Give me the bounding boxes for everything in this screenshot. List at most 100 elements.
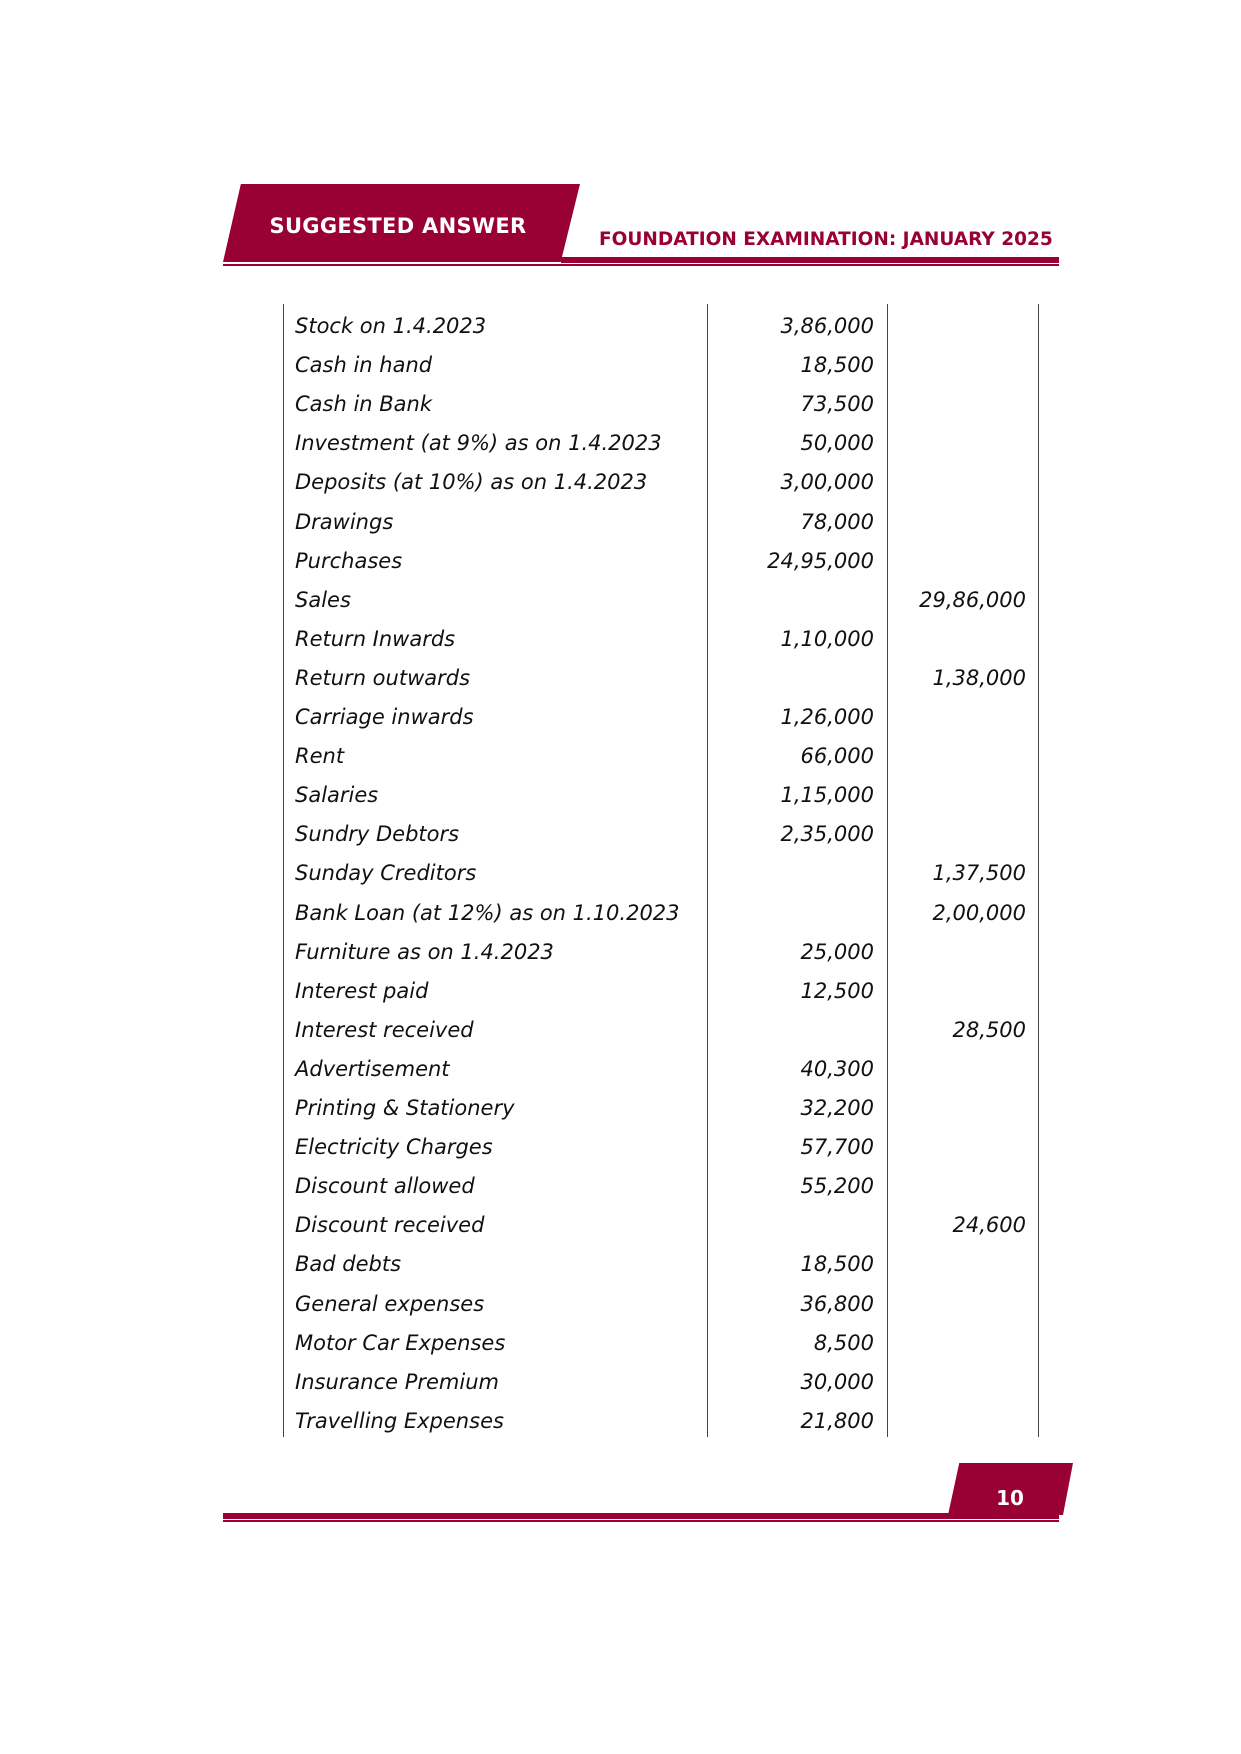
table-border-left bbox=[283, 304, 284, 1437]
particular-cell: Printing & Stationery bbox=[295, 1096, 515, 1120]
header-rule-thick bbox=[561, 257, 1059, 263]
exam-title: FOUNDATION EXAMINATION: JANUARY 2025 bbox=[599, 229, 1053, 250]
debit-cell: 21,800 bbox=[800, 1408, 874, 1433]
particular-cell: Cash in Bank bbox=[295, 392, 433, 417]
debit-cell: 40,300 bbox=[800, 1056, 874, 1081]
table-row: Insurance Premium 30,000 bbox=[283, 1364, 1038, 1403]
table-row: Advertisement 40,300 bbox=[283, 1051, 1038, 1090]
debit-cell: 50,000 bbox=[800, 431, 874, 456]
credit-cell: 1,37,500 bbox=[932, 861, 1026, 886]
debit-cell: 3,00,000 bbox=[780, 470, 874, 495]
table-row: Discount received 24,600 bbox=[283, 1207, 1038, 1246]
table-row: Travelling Expenses 21,800 bbox=[283, 1403, 1038, 1442]
page-number: 10 bbox=[996, 1486, 1024, 1510]
particular-cell: Stock on 1.4.2023 bbox=[295, 314, 487, 338]
debit-cell: 1,26,000 bbox=[780, 705, 874, 729]
table-row: Rent 66,000 bbox=[283, 738, 1038, 777]
header-rule-thin bbox=[223, 264, 1059, 266]
particular-cell: Interest paid bbox=[295, 978, 429, 1003]
table-row: Interest received 28,500 bbox=[283, 1012, 1038, 1051]
particular-cell: Rent bbox=[295, 744, 345, 769]
credit-cell: 28,500 bbox=[952, 1017, 1026, 1042]
header-banner bbox=[223, 184, 580, 262]
credit-cell: 1,38,000 bbox=[932, 665, 1026, 690]
particular-cell: Sundry Debtors bbox=[295, 822, 460, 847]
table-row: Investment (at 9%) as on 1.4.2023 50,000 bbox=[283, 425, 1038, 464]
table-row: Motor Car Expenses 8,500 bbox=[283, 1325, 1038, 1364]
particular-cell: Return outwards bbox=[295, 665, 471, 690]
table-row: General expenses 36,800 bbox=[283, 1286, 1038, 1325]
table-row: Salaries 1,15,000 bbox=[283, 777, 1038, 816]
debit-cell: 18,500 bbox=[800, 1252, 874, 1277]
table-row: Return Inwards 1,10,000 bbox=[283, 621, 1038, 660]
table-row: Furniture as on 1.4.2023 25,000 bbox=[283, 934, 1038, 973]
debit-cell: 78,000 bbox=[800, 509, 874, 534]
particular-cell: Interest received bbox=[295, 1017, 474, 1042]
particular-cell: Sales bbox=[295, 587, 351, 612]
particular-cell: Bad debts bbox=[295, 1252, 402, 1277]
footer-rule-thick bbox=[223, 1513, 1059, 1519]
debit-cell: 36,800 bbox=[800, 1291, 874, 1316]
particular-cell: Investment (at 9%) as on 1.4.2023 bbox=[295, 431, 662, 456]
table-row: Deposits (at 10%) as on 1.4.2023 3,00,000 bbox=[283, 464, 1038, 503]
table-row: Sunday Creditors 1,37,500 bbox=[283, 855, 1038, 894]
particular-cell: Cash in hand bbox=[295, 353, 433, 378]
page-number-tab bbox=[948, 1463, 1073, 1515]
particular-cell: Salaries bbox=[295, 783, 379, 808]
table-row: Printing & Stationery 32,200 bbox=[283, 1090, 1038, 1129]
footer-rule-thin bbox=[223, 1520, 1059, 1522]
table-row: Purchases 24,95,000 bbox=[283, 543, 1038, 582]
particular-cell: Discount received bbox=[295, 1213, 485, 1238]
particular-cell: Advertisement bbox=[295, 1056, 450, 1081]
particular-cell: Carriage inwards bbox=[295, 705, 474, 729]
table-row: Interest paid 12,500 bbox=[283, 973, 1038, 1012]
debit-cell: 12,500 bbox=[800, 978, 874, 1003]
particular-cell: General expenses bbox=[295, 1291, 485, 1316]
particular-cell: Return Inwards bbox=[295, 626, 456, 651]
particular-cell: Purchases bbox=[295, 548, 403, 573]
debit-cell: 66,000 bbox=[800, 744, 874, 769]
table-divider-credit bbox=[887, 304, 888, 1437]
credit-cell: 24,600 bbox=[952, 1213, 1026, 1238]
particular-cell: Discount allowed bbox=[295, 1174, 475, 1199]
particular-cell: Bank Loan (at 12%) as on 1.10.2023 bbox=[295, 900, 680, 925]
debit-cell: 73,500 bbox=[800, 392, 874, 417]
credit-cell: 2,00,000 bbox=[932, 900, 1026, 925]
particular-cell: Insurance Premium bbox=[295, 1369, 499, 1394]
debit-cell: 1,10,000 bbox=[780, 626, 874, 651]
table-row: Electricity Charges 57,700 bbox=[283, 1129, 1038, 1168]
table-row: Cash in hand 18,500 bbox=[283, 347, 1038, 386]
debit-cell: 8,500 bbox=[813, 1330, 874, 1355]
table-row: Discount allowed 55,200 bbox=[283, 1168, 1038, 1207]
particular-cell: Sunday Creditors bbox=[295, 861, 477, 886]
debit-cell: 32,200 bbox=[800, 1096, 874, 1120]
table-row: Carriage inwards 1,26,000 bbox=[283, 699, 1038, 738]
particular-cell: Travelling Expenses bbox=[295, 1408, 504, 1433]
particular-cell: Electricity Charges bbox=[295, 1135, 493, 1160]
debit-cell: 1,15,000 bbox=[780, 783, 874, 808]
particular-cell: Deposits (at 10%) as on 1.4.2023 bbox=[295, 470, 648, 495]
header-tab-label: SUGGESTED ANSWER bbox=[269, 214, 527, 238]
debit-cell: 18,500 bbox=[800, 353, 874, 378]
table-divider-debit bbox=[707, 304, 708, 1437]
table-row: Sundry Debtors 2,35,000 bbox=[283, 816, 1038, 855]
credit-cell: 29,86,000 bbox=[919, 587, 1026, 612]
debit-cell: 25,000 bbox=[800, 939, 874, 964]
particular-cell: Drawings bbox=[295, 509, 394, 534]
particular-cell: Motor Car Expenses bbox=[295, 1330, 506, 1355]
table-row: Sales 29,86,000 bbox=[283, 582, 1038, 621]
debit-cell: 55,200 bbox=[800, 1174, 874, 1199]
table-row: Bank Loan (at 12%) as on 1.10.2023 2,00,0… bbox=[283, 895, 1038, 934]
table-row: Stock on 1.4.2023 3,86,000 bbox=[283, 308, 1038, 347]
particular-cell: Furniture as on 1.4.2023 bbox=[295, 939, 554, 964]
table-border-right bbox=[1038, 304, 1039, 1437]
table-row: Return outwards 1,38,000 bbox=[283, 660, 1038, 699]
table-row: Drawings 78,000 bbox=[283, 504, 1038, 543]
debit-cell: 3,86,000 bbox=[780, 314, 874, 338]
table-row: Bad debts 18,500 bbox=[283, 1246, 1038, 1285]
debit-cell: 2,35,000 bbox=[780, 822, 874, 847]
debit-cell: 24,95,000 bbox=[767, 548, 874, 573]
debit-cell: 57,700 bbox=[800, 1135, 874, 1160]
table-row: Cash in Bank 73,500 bbox=[283, 386, 1038, 425]
debit-cell: 30,000 bbox=[800, 1369, 874, 1394]
